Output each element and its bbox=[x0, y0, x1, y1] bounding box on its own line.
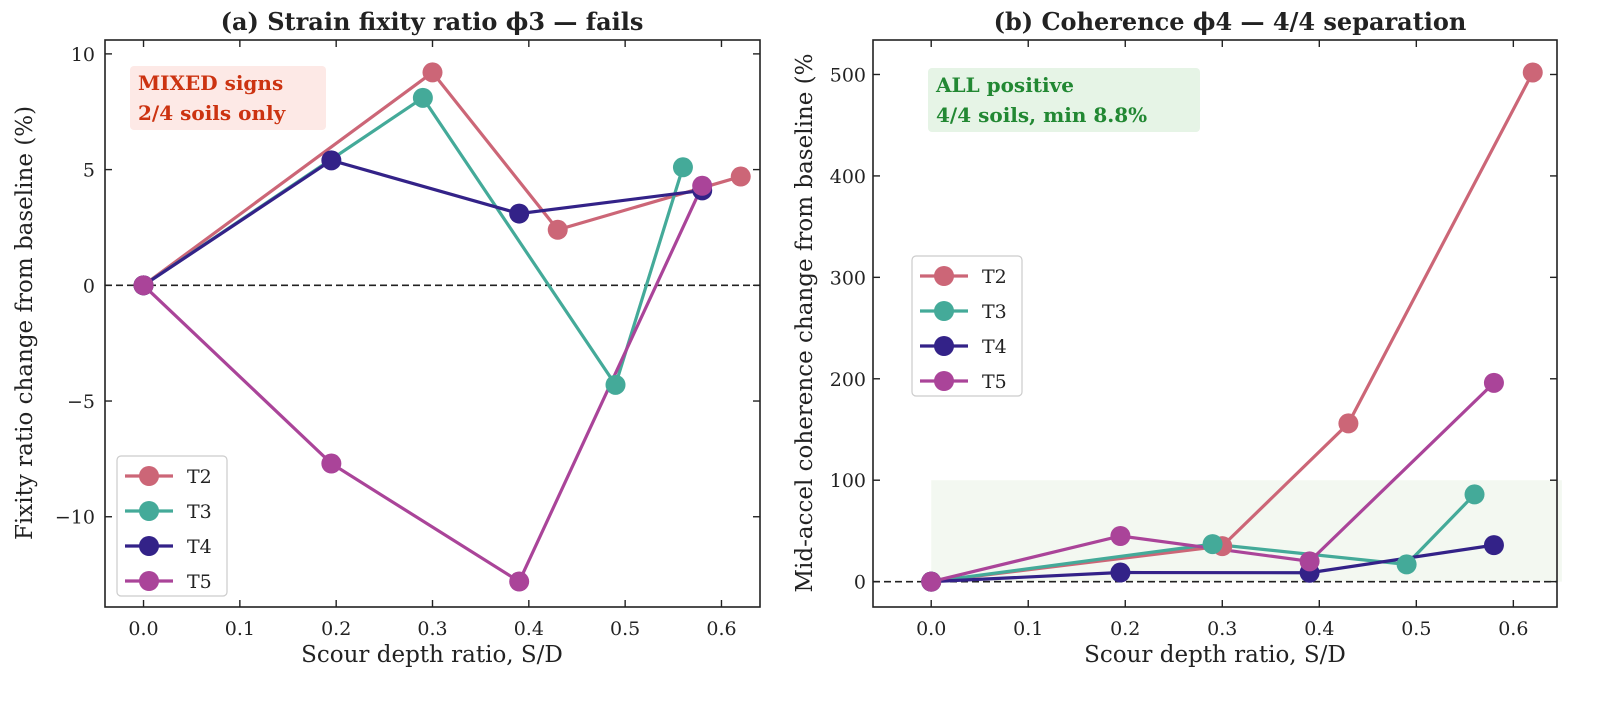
panel-a-xtick-label: 0.6 bbox=[706, 618, 736, 640]
panel-b-ylabel: Mid-accel coherence change from baseline… bbox=[792, 54, 818, 593]
panel-a-legend-marker-t3 bbox=[139, 501, 159, 521]
panel-b-legend bbox=[911, 255, 1023, 397]
panel-b: (b) Coherence ϕ4 — 4/4 separation Scour … bbox=[792, 7, 1562, 668]
panel-a-ytick-label: 0 bbox=[83, 275, 95, 297]
panel-a-annotation-text: MIXED signs bbox=[138, 71, 283, 95]
panel-a-ytick-label: 5 bbox=[83, 160, 95, 182]
panel-b-point-t3 bbox=[1396, 554, 1417, 575]
panel-a-point-t5 bbox=[133, 275, 154, 296]
panel-b-xtick-label: 0.6 bbox=[1498, 618, 1528, 640]
panel-a-ytick-label: −5 bbox=[67, 391, 95, 413]
panel-a-point-t3 bbox=[412, 87, 433, 108]
panel-b-ytick-label: 300 bbox=[830, 267, 866, 289]
panel-a-point-t5 bbox=[509, 571, 530, 592]
panel-a-point-t4 bbox=[321, 150, 342, 171]
panel-a-ylabel: Fixity ratio change from baseline (%) bbox=[12, 106, 38, 540]
panel-a-xtick-label: 0.5 bbox=[610, 618, 640, 640]
panel-b-shaded-band bbox=[931, 480, 1562, 582]
panel-a-point-t2 bbox=[422, 62, 443, 83]
panel-b-xtick-label: 0.2 bbox=[1110, 618, 1140, 640]
panel-b-xtick-label: 0.3 bbox=[1207, 618, 1237, 640]
panel-b-annotation-text: ALL positive bbox=[935, 73, 1074, 97]
panel-a-point-t3 bbox=[605, 374, 626, 395]
panel-b-xtick-label: 0.4 bbox=[1304, 618, 1334, 640]
panel-a-legend-marker-t4 bbox=[139, 536, 159, 556]
panel-a-ytick-label: −10 bbox=[55, 507, 95, 529]
panel-b-point-t2 bbox=[1522, 62, 1543, 83]
panel-b-ytick-label: 100 bbox=[830, 470, 866, 492]
panel-a-point-t5 bbox=[692, 175, 713, 196]
panel-b-point-t5 bbox=[1483, 372, 1504, 393]
panel-b-xtick-label: 0.1 bbox=[1013, 618, 1043, 640]
panel-a-annotation-text: 2/4 soils only bbox=[138, 101, 287, 125]
panel-a-legend-label: T5 bbox=[187, 571, 212, 593]
panel-a-xtick-label: 0.4 bbox=[514, 618, 544, 640]
panel-b-point-t2 bbox=[1338, 413, 1359, 434]
panel-a-series-t2-line bbox=[142, 70, 742, 287]
panel-a-point-t3 bbox=[672, 157, 693, 178]
panel-b-legend-label: T5 bbox=[982, 371, 1007, 393]
panel-b-point-t4 bbox=[1110, 562, 1131, 583]
panel-a-point-t4 bbox=[509, 203, 530, 224]
panel-a-ytick-label: 10 bbox=[71, 44, 95, 66]
panel-b-ytick-label: 400 bbox=[830, 166, 866, 188]
panel-b-legend-label: T4 bbox=[982, 336, 1007, 358]
panel-b-legend-label: T2 bbox=[982, 266, 1007, 288]
panel-b-annotation-box bbox=[928, 68, 1200, 132]
panel-b-legend-marker-t4 bbox=[934, 336, 954, 356]
panel-b-point-t5 bbox=[1299, 551, 1320, 572]
panel-a-legend-marker-t2 bbox=[139, 466, 159, 486]
panel-a-title: (a) Strain fixity ratio ϕ3 — fails bbox=[221, 7, 644, 36]
panel-a-xtick-label: 0.2 bbox=[321, 618, 351, 640]
panel-b-legend-marker-t3 bbox=[934, 301, 954, 321]
panel-b-ytick-label: 0 bbox=[854, 572, 866, 594]
panel-a-xlabel: Scour depth ratio, S/D bbox=[301, 642, 563, 668]
panel-b-ytick-label: 500 bbox=[830, 64, 866, 86]
panel-b-ytick-label: 200 bbox=[830, 369, 866, 391]
panel-a-point-t2 bbox=[730, 166, 751, 187]
panel-a-xtick-label: 0.3 bbox=[417, 618, 447, 640]
panel-b-point-t5 bbox=[921, 571, 942, 592]
panel-a-legend bbox=[116, 455, 228, 597]
panel-b-legend-marker-t2 bbox=[934, 266, 954, 286]
panel-a-xtick-label: 0.0 bbox=[128, 618, 158, 640]
panel-a-series-t3-line bbox=[142, 95, 685, 389]
panel-a: (a) Strain fixity ratio ϕ3 — fails Scour… bbox=[12, 7, 761, 668]
panel-b-point-t3 bbox=[1202, 534, 1223, 555]
panel-a-legend-marker-t5 bbox=[139, 571, 159, 591]
panel-b-axes-frame bbox=[872, 39, 1558, 608]
panel-a-point-t5 bbox=[321, 453, 342, 474]
panel-b-xtick-label: 0.5 bbox=[1401, 618, 1431, 640]
panel-b-annotation-text: 4/4 soils, min 8.8% bbox=[936, 103, 1147, 127]
panel-a-series-t4-line bbox=[142, 158, 703, 287]
panel-b-xtick-label: 0.0 bbox=[916, 618, 946, 640]
panel-a-legend-label: T2 bbox=[187, 466, 212, 488]
panel-a-annotation-box bbox=[130, 66, 326, 130]
panel-b-legend-marker-t5 bbox=[934, 371, 954, 391]
panel-b-point-t4 bbox=[1483, 535, 1504, 556]
panel-a-xtick-label: 0.1 bbox=[225, 618, 255, 640]
panel-b-title: (b) Coherence ϕ4 — 4/4 separation bbox=[994, 7, 1467, 36]
panel-b-point-t5 bbox=[1110, 525, 1131, 546]
panel-a-axes-frame bbox=[104, 39, 761, 608]
panel-a-legend-label: T3 bbox=[187, 501, 212, 523]
panel-b-point-t3 bbox=[1464, 484, 1485, 505]
panel-b-legend-label: T3 bbox=[982, 301, 1007, 323]
panel-b-series-t2-line bbox=[931, 71, 1535, 584]
panel-a-legend-label: T4 bbox=[187, 536, 212, 558]
panel-a-point-t2 bbox=[547, 219, 568, 240]
panel-b-xlabel: Scour depth ratio, S/D bbox=[1084, 642, 1346, 668]
